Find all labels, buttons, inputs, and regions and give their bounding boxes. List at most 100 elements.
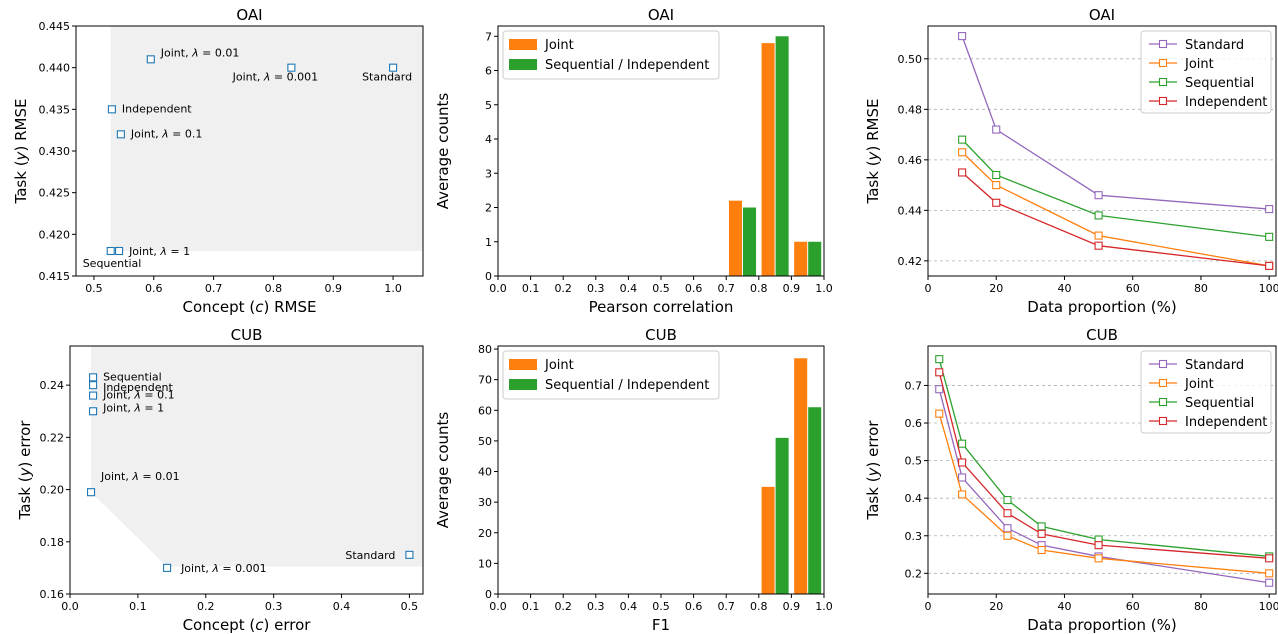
x-tick-label: 0.1 — [129, 600, 147, 613]
point-sequential — [958, 135, 967, 144]
point-independent — [1265, 554, 1274, 563]
shaded-region — [91, 346, 424, 567]
series-line-sequential — [961, 139, 1270, 238]
legend-label: Standard — [1185, 358, 1244, 373]
point-joint — [992, 181, 1001, 190]
y-tick-label: 0.440 — [39, 62, 71, 75]
chart-title: CUB — [645, 326, 677, 344]
legend-label: Sequential — [1185, 396, 1254, 411]
legend-label: Sequential / Independent — [545, 58, 709, 73]
chart-title: OAI — [1089, 6, 1115, 24]
x-axis-label: Data proportion (%) — [1027, 298, 1176, 316]
point-independent — [958, 458, 967, 467]
point-sequential — [992, 170, 1001, 180]
y-axis-label: Task (y) RMSE — [864, 99, 882, 205]
point-label: Joint, λ = 0.1 — [102, 389, 175, 402]
point-label: Joint, λ = 0.01 — [100, 470, 180, 483]
x-tick-label: 0.3 — [265, 600, 283, 613]
x-tick-label: 0.8 — [750, 282, 768, 295]
point-sequential — [958, 439, 967, 448]
x-tick-label: 0.5 — [401, 600, 419, 613]
legend-marker — [1158, 96, 1168, 106]
x-tick-label: 0 — [925, 600, 932, 613]
point-joint — [1094, 554, 1103, 563]
point-joint — [1003, 531, 1012, 540]
legend-label: Standard — [1185, 38, 1244, 53]
x-axis-label: Pearson correlation — [589, 298, 734, 316]
x-tick-label: 0.9 — [783, 282, 801, 295]
bar-joint — [761, 486, 775, 594]
point-sequential — [1003, 496, 1012, 505]
point-label: Independent — [103, 381, 173, 394]
shaded-region — [110, 26, 423, 251]
point-standard — [1265, 205, 1274, 214]
bar-sequential-independent — [775, 36, 789, 276]
y-axis-label: Average counts — [434, 93, 452, 210]
point-independent — [1003, 509, 1012, 518]
x-tick-label: 80 — [1194, 282, 1208, 295]
bar-joint — [761, 43, 775, 276]
legend-box — [502, 350, 720, 400]
y-tick-label: 0.46 — [898, 154, 923, 167]
legend-marker — [1158, 359, 1168, 369]
x-tick-label: 0.4 — [333, 600, 351, 613]
x-tick-label: 0.6 — [145, 282, 163, 295]
y-tick-label: 0.50 — [898, 53, 923, 66]
bar-joint — [794, 241, 808, 276]
legend-label: Independent — [1185, 415, 1267, 430]
scatter-point — [163, 563, 172, 572]
y-tick-label: 0 — [485, 270, 492, 283]
scatter-point — [86, 488, 96, 497]
x-tick-label: 0.7 — [717, 600, 735, 613]
point-independent — [1265, 261, 1274, 270]
legend-marker — [1158, 416, 1168, 426]
y-tick-label: 0.48 — [898, 103, 923, 116]
point-standard — [1003, 524, 1012, 533]
legend-swatch — [509, 379, 537, 390]
legend-box — [1140, 30, 1272, 114]
point-independent — [1094, 241, 1103, 250]
chart-title: OAI — [648, 6, 674, 24]
x-tick-label: 0.0 — [489, 600, 507, 613]
legend-label: Independent — [1185, 95, 1267, 110]
x-tick-label: 0.0 — [61, 600, 79, 613]
series-line-standard — [961, 35, 1270, 210]
scatter-point — [115, 246, 124, 256]
point-label: Joint, λ = 0.1 — [130, 127, 203, 140]
series-line-independent — [961, 171, 1270, 267]
scatter-point — [405, 550, 414, 559]
legend-label: Joint — [544, 358, 574, 373]
bar-sequential-independent — [742, 207, 757, 276]
legend-label: Joint — [544, 38, 574, 53]
series-line-joint — [938, 413, 1270, 574]
point-standard — [935, 385, 944, 394]
scatter-point — [107, 105, 116, 114]
axes-frame — [927, 25, 1277, 277]
y-tick-label: 70 — [478, 374, 492, 387]
legend-swatch — [509, 39, 537, 50]
y-tick-label: 6 — [485, 65, 492, 78]
legend-label: Joint — [1184, 377, 1214, 392]
chart-title: CUB — [231, 326, 263, 344]
x-tick-label: 0.7 — [717, 282, 735, 295]
point-standard — [958, 473, 967, 482]
y-tick-label: 0.435 — [39, 103, 71, 116]
y-tick-label: 0.5 — [905, 455, 923, 468]
scatter-point — [146, 55, 155, 64]
scatter-point — [287, 63, 296, 72]
y-tick-label: 3 — [485, 167, 492, 180]
bar-sequential-independent — [808, 407, 822, 594]
point-sequential — [1037, 522, 1046, 531]
y-tick-label: 80 — [478, 343, 492, 356]
point-independent — [1094, 541, 1103, 550]
x-tick-label: 0.7 — [205, 282, 223, 295]
x-tick-label: 0.5 — [652, 282, 670, 295]
x-tick-label: 0.6 — [685, 600, 703, 613]
x-tick-label: 100 — [1259, 282, 1278, 295]
legend-swatch — [509, 359, 537, 370]
point-label: Joint, λ = 1 — [102, 401, 164, 414]
scatter-point — [106, 246, 115, 256]
axes-frame — [927, 345, 1277, 595]
x-tick-label: 0.5 — [652, 600, 670, 613]
y-axis-label: Task (y) error — [16, 420, 34, 521]
